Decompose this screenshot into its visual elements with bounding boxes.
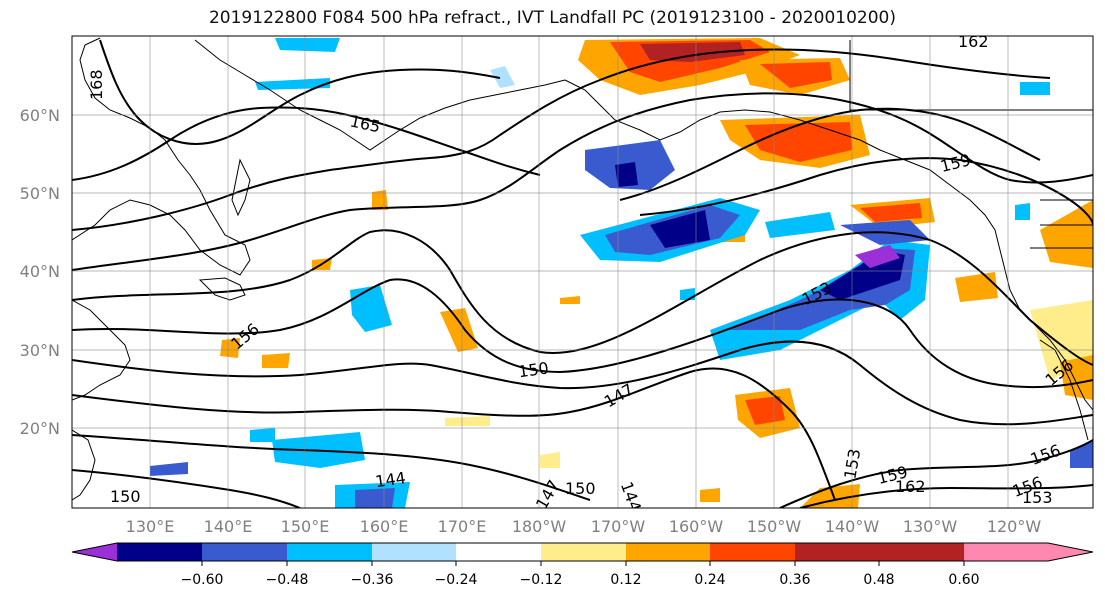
colorbar-segment: [710, 543, 795, 561]
lat-label: 20°N: [20, 419, 60, 438]
contour-label: 168: [87, 69, 106, 100]
colorbar-segment: [372, 543, 456, 561]
shaded-anomaly-field: [150, 38, 1093, 508]
colorbar-segment: [202, 543, 287, 561]
lon-label: 180°W: [512, 517, 567, 536]
colorbar-segment: [117, 543, 202, 561]
lon-label: 150°W: [747, 517, 802, 536]
lon-label: 170°E: [438, 517, 487, 536]
colorbar-tick-label: 0.36: [779, 572, 810, 588]
lat-label: 60°N: [20, 106, 60, 125]
latitude-labels: 60°N 50°N 40°N 30°N 20°N: [20, 106, 60, 438]
lon-label: 150°E: [281, 517, 330, 536]
lon-label: 160°E: [360, 517, 409, 536]
lat-label: 30°N: [20, 341, 60, 360]
colorbar: −0.60 −0.48 −0.36 −0.24 −0.12 0.12 0.24 …: [71, 542, 1094, 588]
colorbar-tick-label: −0.60: [181, 572, 224, 588]
lon-label: 130°E: [126, 517, 175, 536]
colorbar-outline: [71, 542, 1094, 562]
graticule: [72, 36, 1093, 508]
contour-label: 162: [895, 477, 926, 496]
contour-label: 150: [565, 479, 596, 498]
contour-label: 144: [374, 468, 407, 491]
lon-label: 170°W: [591, 517, 646, 536]
colorbar-tick-label: −0.24: [435, 572, 478, 588]
colorbar-segment: [626, 543, 710, 561]
contour-label: 150: [110, 487, 141, 506]
lon-label: 140°E: [204, 517, 253, 536]
longitude-labels: 130°E 140°E 150°E 160°E 170°E 180°W 170°…: [126, 517, 1042, 536]
colorbar-ticks: [201, 561, 965, 566]
colorbar-segment: [795, 543, 879, 561]
lat-label: 40°N: [20, 262, 60, 281]
colorbar-tick-label: 0.60: [948, 572, 979, 588]
lon-label: 120°W: [987, 517, 1042, 536]
colorbar-segment-dark: [879, 543, 964, 561]
colorbar-segment: [456, 543, 541, 561]
height-contours: [72, 39, 1093, 508]
colorbar-tick-label: 0.12: [610, 572, 641, 588]
map-title: 2019122800 F084 500 hPa refract., IVT La…: [208, 8, 896, 28]
colorbar-tick-label: −0.36: [351, 572, 394, 588]
colorbar-tick-label: 0.48: [863, 572, 894, 588]
lon-label: 160°W: [669, 517, 724, 536]
lon-label: 140°W: [825, 517, 880, 536]
contour-label: 150: [517, 358, 550, 381]
colorbar-extend-low: [72, 543, 117, 561]
lon-label: 130°W: [903, 517, 958, 536]
colorbar-segment: [541, 543, 626, 561]
colorbar-tick-label: −0.48: [266, 572, 309, 588]
contour-labels: 168 165 159 162 156 153 150 147 144 159 …: [87, 32, 1077, 508]
lat-label: 50°N: [20, 184, 60, 203]
colorbar-tick-label: 0.24: [694, 572, 725, 588]
contour-label: 153: [1022, 488, 1053, 507]
contour-label: 162: [958, 32, 989, 51]
colorbar-tick-label: −0.12: [520, 572, 563, 588]
map-frame: [71, 35, 1094, 509]
map-panel: 168 165 159 162 156 153 150 147 144 159 …: [72, 32, 1093, 508]
colorbar-segment: [287, 543, 372, 561]
